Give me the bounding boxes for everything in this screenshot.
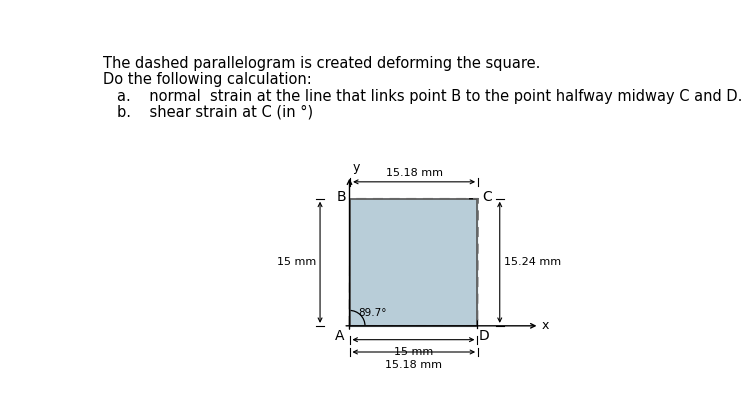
Text: 15 mm: 15 mm [394,347,433,357]
Text: 15.18 mm: 15.18 mm [386,360,442,370]
Text: B: B [337,190,346,204]
Text: D: D [479,329,490,343]
Text: Do the following calculation:: Do the following calculation: [103,72,312,87]
Text: C: C [482,190,492,204]
Text: 15 mm: 15 mm [277,257,316,267]
Text: A: A [335,329,345,343]
Text: The dashed parallelogram is created deforming the square.: The dashed parallelogram is created defo… [103,56,541,71]
Text: 89.7°: 89.7° [358,308,386,318]
Text: 15.18 mm: 15.18 mm [386,168,442,178]
Text: 15.24 mm: 15.24 mm [503,257,561,267]
Text: x: x [542,319,549,332]
Text: b.    shear strain at C (in °): b. shear strain at C (in °) [117,104,314,119]
Polygon shape [350,199,477,326]
Text: y: y [352,161,360,174]
Text: a.    normal  strain at the line that links point B to the point halfway midway : a. normal strain at the line that links … [117,89,742,104]
